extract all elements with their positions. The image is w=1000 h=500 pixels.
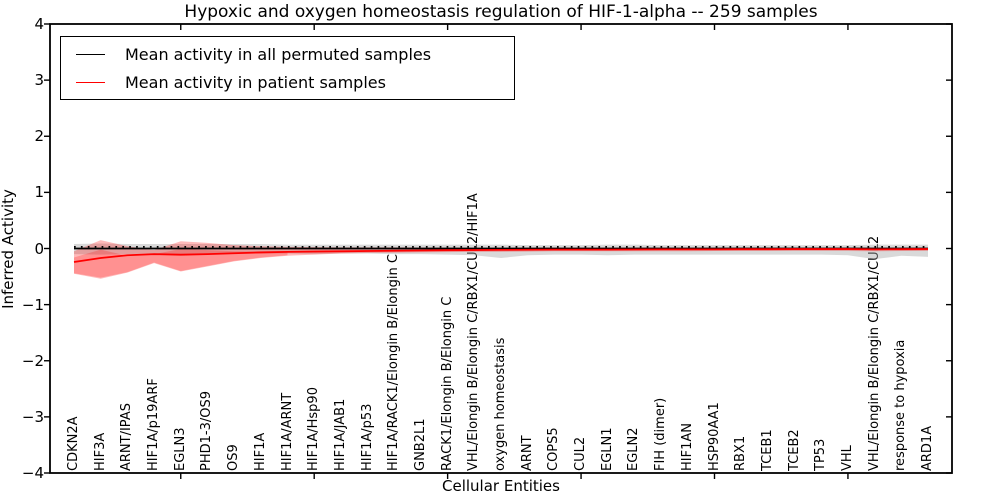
y-tick-label: −1 (21, 295, 44, 314)
y-tick-label: 0 (34, 239, 44, 258)
y-tick-label: 4 (34, 15, 44, 33)
y-tick-label: −4 (21, 464, 44, 482)
y-tick-label: 2 (34, 127, 44, 146)
y-tick-label: 1 (34, 183, 44, 202)
y-tick-label: −2 (21, 351, 44, 370)
y-tick-label: 3 (34, 71, 44, 90)
patient-samples-range-inner (74, 249, 288, 278)
legend: Mean activity in all permuted samples Me… (60, 36, 515, 100)
legend-entry-permuted: Mean activity in all permuted samples (61, 40, 514, 68)
legend-label-permuted: Mean activity in all permuted samples (125, 44, 432, 64)
series-line-1 (73, 248, 929, 263)
chart-title: Hypoxic and oxygen homeostasis regulatio… (184, 2, 818, 22)
y-tick-label: −3 (21, 407, 44, 426)
permuted-samples-range (74, 243, 928, 260)
legend-entry-patient: Mean activity in patient samples (61, 68, 514, 96)
legend-line-sample-permuted (76, 53, 105, 55)
x-axis-label: Cellular Entities (442, 477, 560, 495)
legend-line-sample-patient (76, 81, 105, 83)
legend-label-patient: Mean activity in patient samples (125, 72, 386, 92)
